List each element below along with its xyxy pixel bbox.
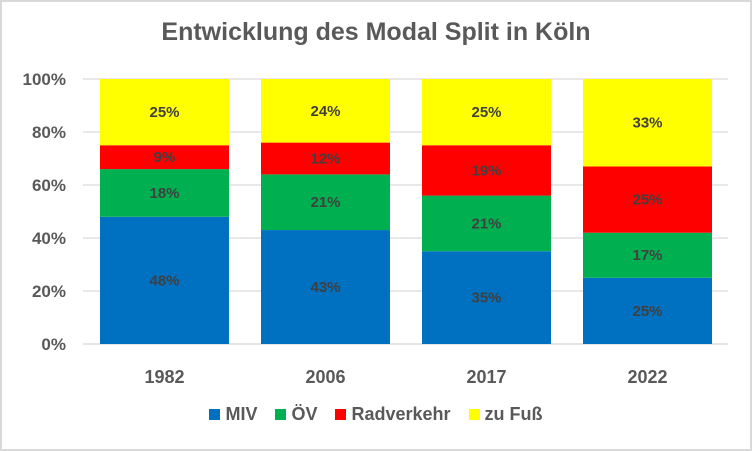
y-tick-label: 20% <box>32 282 66 301</box>
legend-label: Radverkehr <box>351 404 451 424</box>
y-tick-label: 100% <box>23 70 66 89</box>
bar-segment-miv-2017 <box>422 251 551 344</box>
data-label: 19% <box>471 162 501 179</box>
chart-title: Entwicklung des Modal Split in Köln <box>161 18 591 46</box>
legend-item-miv: MIV <box>209 404 257 425</box>
bar-segment-zu-fu--1982 <box>100 79 229 146</box>
legend-label: zu Fuß <box>484 404 543 424</box>
legend-item--v: ÖV <box>275 404 317 425</box>
data-label: 25% <box>471 104 501 121</box>
data-label: 33% <box>632 115 662 132</box>
y-tick-label: 80% <box>32 123 66 142</box>
data-label: 18% <box>149 185 179 202</box>
legend-swatch <box>209 409 221 420</box>
data-label: 17% <box>632 247 662 264</box>
bar-segment-miv-2006 <box>261 230 390 344</box>
bar-segment-zu-fu--2006 <box>261 79 390 143</box>
data-label: 12% <box>310 151 340 168</box>
y-tick-label: 40% <box>32 229 66 248</box>
bar-segment-radverkehr-2017 <box>422 145 551 196</box>
legend-item-radverkehr: Radverkehr <box>335 404 451 425</box>
data-label: 9% <box>154 149 176 166</box>
data-label: 43% <box>310 279 340 296</box>
legend-item-zu-fu-: zu Fuß <box>468 404 543 425</box>
data-label: 21% <box>310 194 340 211</box>
x-category-label: 2017 <box>466 367 506 387</box>
data-label: 21% <box>471 215 501 232</box>
bar-segment--v-2017 <box>422 195 551 252</box>
data-label: 25% <box>632 303 662 320</box>
bar-segment-zu-fu--2017 <box>422 79 551 146</box>
bar-segment--v-2006 <box>261 174 390 231</box>
bar-segment--v-1982 <box>100 169 229 217</box>
bar-segment-zu-fu--2022 <box>583 79 712 167</box>
y-tick-label: 0% <box>41 335 66 354</box>
x-category-label: 2006 <box>305 367 345 387</box>
legend: MIV ÖV Radverkehr zu Fuß <box>0 404 752 425</box>
bars <box>100 79 712 344</box>
y-tick-label: 60% <box>32 176 66 195</box>
legend-swatch <box>468 409 480 420</box>
x-category-label: 1982 <box>144 367 184 387</box>
data-label: 48% <box>149 272 179 289</box>
bar-segment-miv-2022 <box>583 277 712 344</box>
bar-segment-radverkehr-2006 <box>261 142 390 175</box>
x-category-label: 2022 <box>627 367 667 387</box>
data-labels: 48% 18% 9% 25% 43% 21% 12% 24% 35% 21% 19% 25% 25% 17… <box>149 103 662 320</box>
legend-swatch <box>275 409 287 420</box>
legend-label: MIV <box>225 404 258 424</box>
legend-swatch <box>335 409 347 420</box>
bar-segment--v-2022 <box>583 232 712 278</box>
y-axis-ticks: 0% 20% 40% 60% 80% 100% <box>23 70 66 354</box>
data-label: 35% <box>471 290 501 307</box>
bar-segment-miv-1982 <box>100 216 229 344</box>
x-axis-categories: 1982 2006 2017 2022 <box>144 367 667 387</box>
bar-segment-radverkehr-1982 <box>100 145 229 170</box>
data-label: 25% <box>149 104 179 121</box>
legend-label: ÖV <box>291 404 318 424</box>
bar-segment-radverkehr-2022 <box>583 166 712 233</box>
data-label: 25% <box>632 192 662 209</box>
data-label: 24% <box>310 103 340 120</box>
